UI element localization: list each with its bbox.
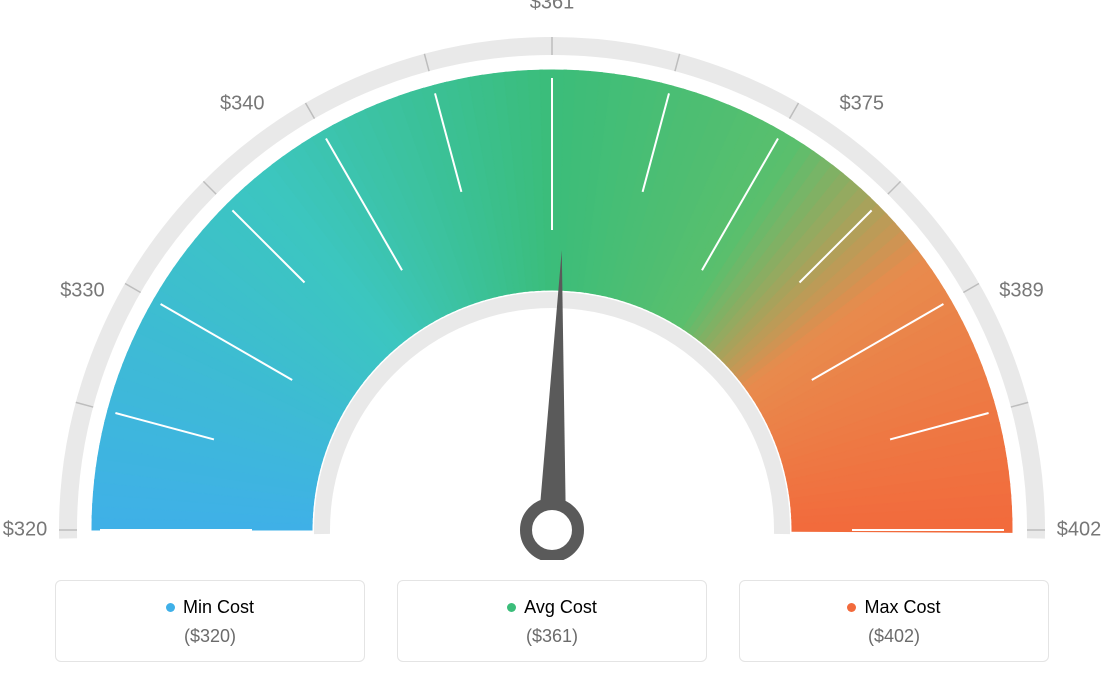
legend-row: Min Cost ($320) Avg Cost ($361) Max Cost…: [0, 580, 1104, 662]
legend-max-label: Max Cost: [864, 597, 940, 618]
dot-icon: [507, 603, 516, 612]
dot-icon: [166, 603, 175, 612]
dot-icon: [847, 603, 856, 612]
gauge-svg: [0, 0, 1104, 560]
gauge-tick-label: $375: [840, 92, 885, 115]
gauge-tick-label: $340: [220, 92, 265, 115]
legend-max-card: Max Cost ($402): [739, 580, 1049, 662]
legend-avg-card: Avg Cost ($361): [397, 580, 707, 662]
legend-min-value: ($320): [56, 626, 364, 647]
gauge-tick-label: $361: [530, 0, 575, 15]
gauge-tick-label: $402: [1057, 519, 1102, 542]
legend-avg-title: Avg Cost: [507, 597, 597, 618]
legend-min-title: Min Cost: [166, 597, 254, 618]
legend-avg-value: ($361): [398, 626, 706, 647]
gauge-hub: [526, 504, 578, 556]
legend-max-title: Max Cost: [847, 597, 940, 618]
legend-min-label: Min Cost: [183, 597, 254, 618]
legend-max-value: ($402): [740, 626, 1048, 647]
gauge-tick-label: $389: [999, 279, 1044, 302]
legend-min-card: Min Cost ($320): [55, 580, 365, 662]
gauge-tick-label: $320: [3, 519, 48, 542]
cost-gauge: $320 $330 $340 $361 $375 $389 $402: [0, 0, 1104, 560]
legend-avg-label: Avg Cost: [524, 597, 597, 618]
gauge-tick-label: $330: [60, 279, 105, 302]
